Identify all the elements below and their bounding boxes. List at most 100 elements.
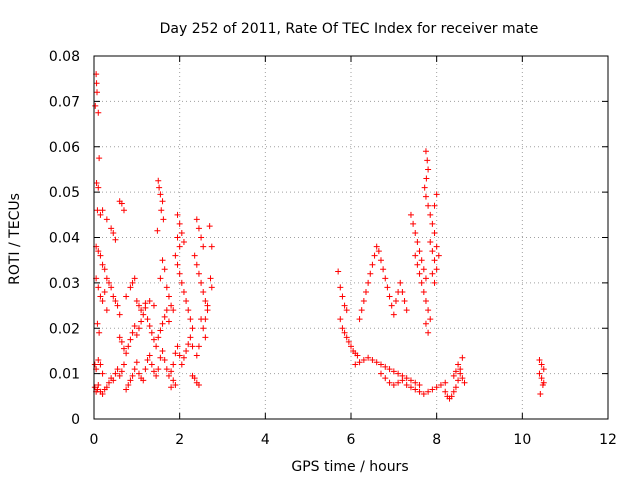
data-point [422, 275, 429, 282]
data-points [91, 71, 547, 402]
data-point [195, 270, 202, 277]
data-point [390, 311, 397, 318]
data-point [185, 341, 192, 348]
data-point [163, 307, 170, 314]
data-point [403, 375, 410, 382]
data-point [375, 248, 382, 255]
data-point [377, 257, 384, 264]
data-point [92, 102, 99, 109]
data-point [341, 329, 348, 336]
data-point [157, 327, 164, 334]
data-point [537, 391, 544, 398]
data-point [410, 220, 417, 227]
data-point [407, 384, 414, 391]
grid-lines [94, 56, 608, 419]
data-point [120, 207, 127, 214]
data-point [386, 366, 393, 373]
data-point [380, 266, 387, 273]
data-point [150, 302, 157, 309]
data-point [140, 311, 147, 318]
x-tick-label: 8 [432, 432, 441, 448]
data-point [421, 184, 428, 191]
data-point [131, 275, 138, 282]
data-point [91, 361, 98, 368]
data-point [452, 384, 459, 391]
data-point [153, 343, 160, 350]
y-tick-label: 0 [71, 412, 80, 428]
x-tick-label: 0 [90, 432, 99, 448]
data-point [455, 361, 462, 368]
data-point [395, 379, 402, 386]
data-point [103, 216, 110, 223]
data-point [114, 366, 121, 373]
data-point [431, 279, 438, 286]
data-point [200, 243, 207, 250]
data-point [461, 379, 468, 386]
y-tick-label: 0.06 [49, 140, 80, 156]
data-point [154, 227, 161, 234]
data-point [156, 184, 163, 191]
data-point [422, 148, 429, 155]
data-point [101, 266, 108, 273]
data-point [95, 109, 102, 116]
data-point [356, 359, 363, 366]
data-point [93, 89, 100, 96]
data-point [395, 370, 402, 377]
data-point [110, 229, 117, 236]
data-point [168, 368, 175, 375]
data-point [155, 177, 162, 184]
data-point [407, 377, 414, 384]
data-point [161, 313, 168, 320]
y-tick-label: 0.04 [49, 231, 80, 247]
data-point [172, 381, 179, 388]
data-point [202, 334, 209, 341]
data-point [193, 352, 200, 359]
data-point [422, 193, 429, 200]
data-point [539, 381, 546, 388]
data-point [369, 261, 376, 268]
data-point [352, 361, 359, 368]
data-point [422, 320, 429, 327]
data-point [170, 361, 177, 368]
data-point [354, 352, 361, 359]
data-point [425, 329, 432, 336]
data-point [377, 370, 384, 377]
data-point [457, 366, 464, 373]
data-point [356, 316, 363, 323]
data-point [142, 366, 149, 373]
data-point [163, 284, 170, 291]
data-point [388, 302, 395, 309]
data-point [123, 386, 130, 393]
data-point [195, 343, 202, 350]
data-point [189, 343, 196, 350]
data-point [135, 302, 142, 309]
data-point [148, 329, 155, 336]
data-point [165, 293, 172, 300]
data-point [103, 384, 110, 391]
data-point [416, 248, 423, 255]
data-point [187, 316, 194, 323]
data-point [146, 352, 153, 359]
data-point [206, 223, 213, 230]
data-point [382, 275, 389, 282]
y-tick-label: 0.08 [49, 49, 80, 65]
data-point [335, 268, 342, 275]
data-point [369, 357, 376, 364]
data-point [142, 300, 149, 307]
data-point [183, 298, 190, 305]
data-point [407, 211, 414, 218]
data-point [399, 377, 406, 384]
data-point [420, 266, 427, 273]
data-point [455, 377, 462, 384]
data-point [135, 325, 142, 332]
data-point [343, 307, 350, 314]
data-point [431, 202, 438, 209]
data-point [95, 381, 102, 388]
chart-title: Day 252 of 2011, Rate Of TEC Index for r… [160, 21, 539, 37]
data-point [414, 239, 421, 246]
data-point [198, 234, 205, 241]
data-point [459, 375, 466, 382]
data-point [157, 275, 164, 282]
y-tick-label: 0.02 [49, 321, 80, 337]
data-point [161, 266, 168, 273]
